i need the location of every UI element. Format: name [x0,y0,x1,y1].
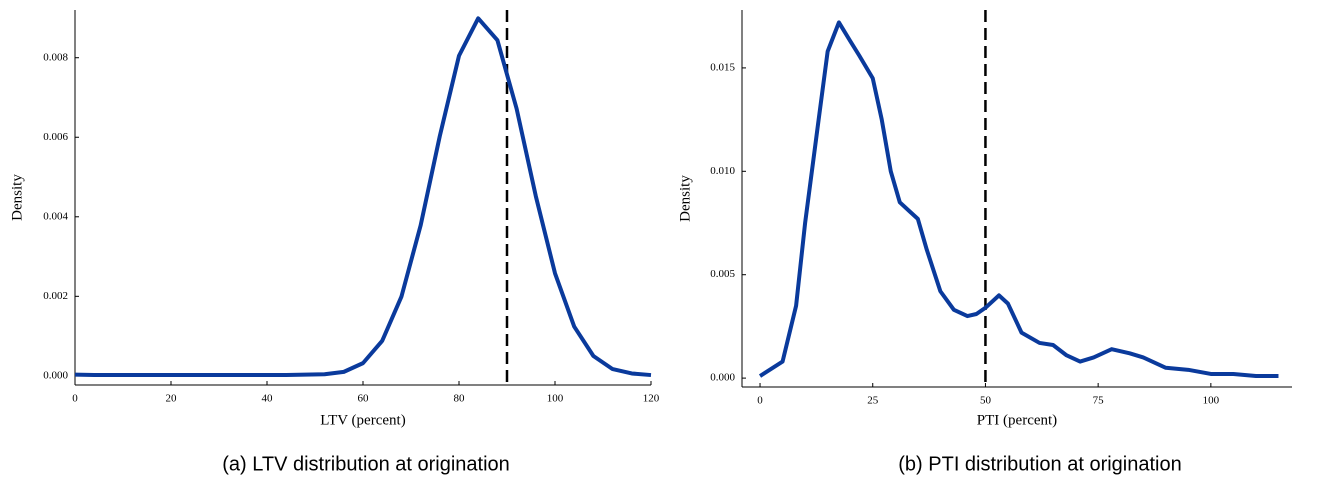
x-tick-label: 0 [757,395,763,407]
y-tick-label: 0.005 [710,268,735,280]
y-tick-label: 0.002 [43,290,68,302]
caption: (b) PTI distribution at origination [898,453,1181,475]
x-axis-label: LTV (percent) [320,412,405,428]
x-tick-label: 80 [454,393,466,405]
y-tick-label: 0.000 [43,369,68,381]
y-axis-label: Density [677,175,693,222]
x-tick-label: 100 [1203,395,1220,407]
y-tick-label: 0.008 [43,51,68,63]
x-tick-label: 0 [72,393,78,405]
y-tick-label: 0.015 [710,61,735,73]
y-axis-label: Density [9,174,25,221]
density-line [74,16,652,378]
x-tick-label: 40 [262,393,274,405]
caption: (a) LTV distribution at origination [222,453,510,475]
x-tick-label: 60 [358,393,370,405]
x-tick-label: 25 [867,395,879,407]
x-tick-label: 50 [980,395,992,407]
y-tick-label: 0.006 [43,131,68,143]
y-tick-label: 0.000 [710,372,735,384]
x-tick-label: 20 [166,393,178,405]
x-tick-label: 75 [1093,395,1105,407]
density-line [758,20,1279,379]
x-tick-label: 100 [547,393,564,405]
y-tick-label: 0.010 [710,165,735,177]
x-axis-label: PTI (percent) [977,412,1057,428]
x-tick-label: 120 [643,393,660,405]
y-tick-label: 0.004 [43,210,68,222]
